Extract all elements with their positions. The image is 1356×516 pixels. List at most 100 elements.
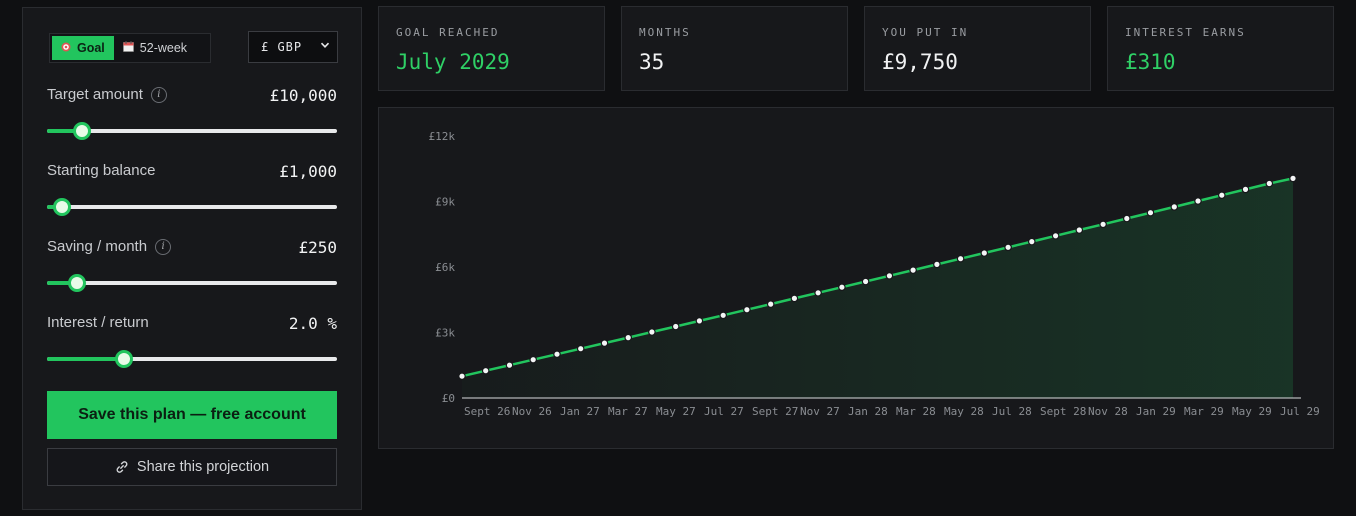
- data-point[interactable]: [861, 277, 870, 286]
- x-tick-label: Jan 27: [560, 405, 600, 418]
- target-amount-slider[interactable]: [47, 122, 337, 140]
- stat-value: July 2029: [396, 50, 510, 74]
- data-point[interactable]: [1122, 214, 1131, 223]
- data-point[interactable]: [458, 372, 466, 381]
- y-tick-label: £3k: [435, 327, 455, 340]
- data-point[interactable]: [1170, 203, 1179, 211]
- projection-chart-svg: £0 £3k £6k £9k £12k Sept 26 Nov 26 Jan 27 Mar 2…: [429, 130, 1320, 418]
- starting-balance-slider[interactable]: [47, 198, 337, 216]
- data-point[interactable]: [695, 317, 704, 325]
- x-tick-label: Jul 28: [992, 405, 1032, 418]
- stat-interest-earns: INTEREST EARNS £310: [1107, 6, 1334, 91]
- interest-return-value: 2.0 %: [288, 314, 337, 333]
- x-tick-label: May 29: [1232, 405, 1272, 418]
- x-tick-label: Mar 28: [896, 405, 936, 418]
- data-point[interactable]: [719, 311, 728, 320]
- saving-month-slider[interactable]: [47, 274, 337, 292]
- x-tick-label: Sept 26: [464, 405, 510, 418]
- data-point[interactable]: [1289, 174, 1297, 183]
- data-point[interactable]: [529, 355, 538, 364]
- share-projection-label: Share this projection: [136, 459, 270, 475]
- mode-52week-button[interactable]: 52-week: [114, 36, 196, 60]
- starting-balance-label: Starting balance: [47, 162, 155, 179]
- data-point[interactable]: [1265, 179, 1274, 188]
- slider-thumb[interactable]: [114, 350, 133, 368]
- data-point[interactable]: [933, 260, 941, 269]
- slider-fill: [47, 281, 78, 285]
- starting-balance-value: £1,000: [279, 162, 337, 181]
- info-icon[interactable]: i: [150, 86, 167, 103]
- interest-return-label: Interest / return: [47, 314, 149, 331]
- stat-goal-reached: GOAL REACHED July 2029: [378, 6, 605, 91]
- stat-label: MONTHS: [639, 26, 691, 39]
- data-point[interactable]: [1027, 237, 1036, 246]
- x-tick-label: Sept 27: [752, 405, 798, 418]
- currency-select[interactable]: £ GBP: [248, 31, 338, 63]
- stat-label: YOU PUT IN: [882, 26, 969, 39]
- target-amount-value: £10,000: [269, 86, 337, 105]
- data-point[interactable]: [505, 361, 514, 370]
- data-point[interactable]: [1241, 185, 1250, 194]
- x-tick-label: Jan 28: [848, 405, 888, 418]
- data-point[interactable]: [624, 333, 633, 342]
- slider-thumb[interactable]: [72, 122, 91, 140]
- slider-thumb[interactable]: [68, 274, 87, 292]
- stat-value: £310: [1125, 50, 1176, 74]
- controls-panel: Goal 52-week £ GBP Target amount i £10,0…: [22, 7, 362, 510]
- x-tick-label: Jul 27: [704, 405, 744, 418]
- target-amount-text: Target amount: [47, 86, 143, 103]
- stat-you-put-in: YOU PUT IN £9,750: [864, 6, 1091, 91]
- x-tick-label: Mar 29: [1184, 405, 1224, 418]
- starting-balance-text: Starting balance: [47, 162, 156, 179]
- data-point[interactable]: [838, 283, 846, 292]
- stat-label: GOAL REACHED: [396, 26, 500, 39]
- data-point[interactable]: [766, 300, 775, 308]
- x-tick-label: May 28: [944, 405, 984, 418]
- data-point[interactable]: [814, 289, 822, 297]
- currency-selected-value: £ GBP: [261, 40, 303, 54]
- data-point[interactable]: [1051, 232, 1060, 240]
- x-tick-label: Sept 28: [1040, 405, 1086, 418]
- save-plan-button[interactable]: Save this plan — free account: [47, 391, 337, 439]
- x-tick-label: May 27: [656, 405, 696, 418]
- data-point[interactable]: [1099, 220, 1107, 229]
- share-projection-button[interactable]: Share this projection: [47, 448, 337, 486]
- mode-goal-button[interactable]: Goal: [52, 36, 114, 60]
- data-point[interactable]: [1194, 197, 1202, 205]
- slider-fill: [47, 129, 82, 133]
- y-tick-label: £9k: [435, 196, 455, 209]
- data-point[interactable]: [1075, 226, 1084, 234]
- data-point[interactable]: [1004, 243, 1012, 252]
- y-tick-label: £6k: [435, 261, 455, 274]
- mode-toggle: Goal 52-week: [49, 33, 211, 63]
- data-point[interactable]: [885, 272, 894, 280]
- calendar-icon: [122, 41, 134, 55]
- stat-value: £9,750: [882, 50, 958, 74]
- interest-return-slider[interactable]: [47, 350, 337, 368]
- data-point[interactable]: [909, 266, 917, 274]
- data-point[interactable]: [1217, 191, 1226, 200]
- slider-thumb[interactable]: [52, 198, 71, 216]
- chevron-down-icon: [320, 42, 330, 48]
- info-icon[interactable]: i: [155, 238, 172, 255]
- x-tick-label: Nov 28: [1088, 405, 1128, 418]
- x-tick-label: Jul 29: [1280, 405, 1320, 418]
- data-point[interactable]: [956, 254, 965, 263]
- data-point[interactable]: [648, 328, 656, 336]
- x-tick-label: Jan 29: [1136, 405, 1176, 418]
- data-point[interactable]: [553, 350, 561, 359]
- data-point[interactable]: [790, 294, 799, 303]
- data-point[interactable]: [1146, 208, 1155, 217]
- data-point[interactable]: [743, 305, 751, 314]
- data-point[interactable]: [671, 322, 680, 331]
- data-point[interactable]: [600, 339, 609, 347]
- slider-fill: [47, 357, 124, 361]
- y-tick-label: £12k: [429, 130, 456, 143]
- saving-month-text: Saving / month: [47, 238, 148, 255]
- data-point[interactable]: [576, 344, 585, 353]
- data-point[interactable]: [481, 366, 490, 375]
- saving-month-value: £250: [298, 238, 337, 257]
- x-tick-label: Nov 27: [800, 405, 840, 418]
- data-point[interactable]: [980, 249, 989, 257]
- interest-return-text: Interest / return: [47, 314, 149, 331]
